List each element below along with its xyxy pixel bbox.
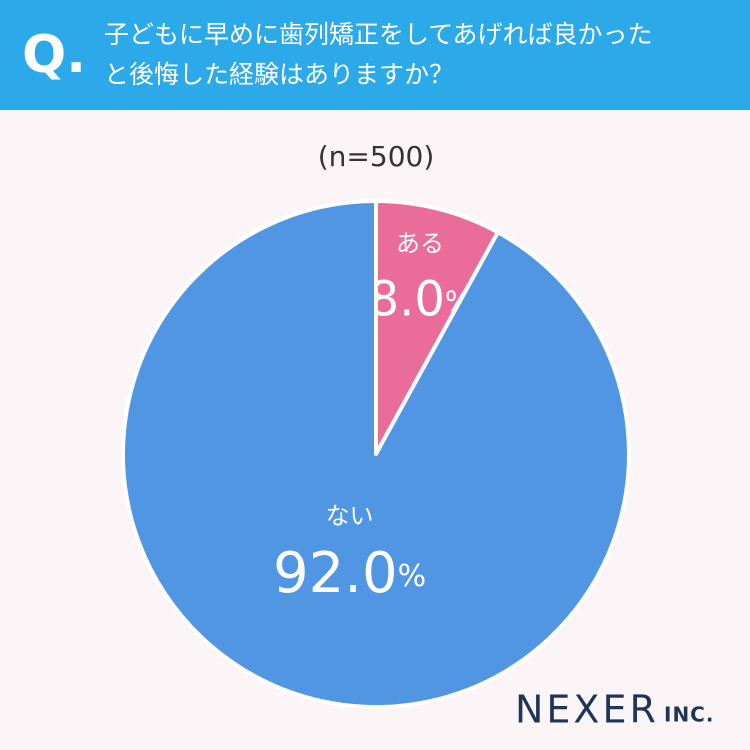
header-band	[0, 0, 750, 110]
brand: NEXER	[515, 688, 659, 732]
value-label: 92.0%	[273, 541, 426, 606]
category-label: ある	[396, 229, 444, 257]
pie-slice	[374, 199, 500, 456]
question-marker: Q.	[22, 25, 86, 85]
title-line: と後悔した経験はありますか？	[104, 60, 454, 89]
pie-slice	[121, 199, 631, 709]
category-label: ない	[326, 502, 374, 530]
subtitle: (n=500)	[318, 140, 435, 173]
brand-suffix: INC.	[664, 703, 714, 727]
title-line: 子どもに早めに歯列矯正をしてあげれば良かった	[104, 20, 653, 49]
